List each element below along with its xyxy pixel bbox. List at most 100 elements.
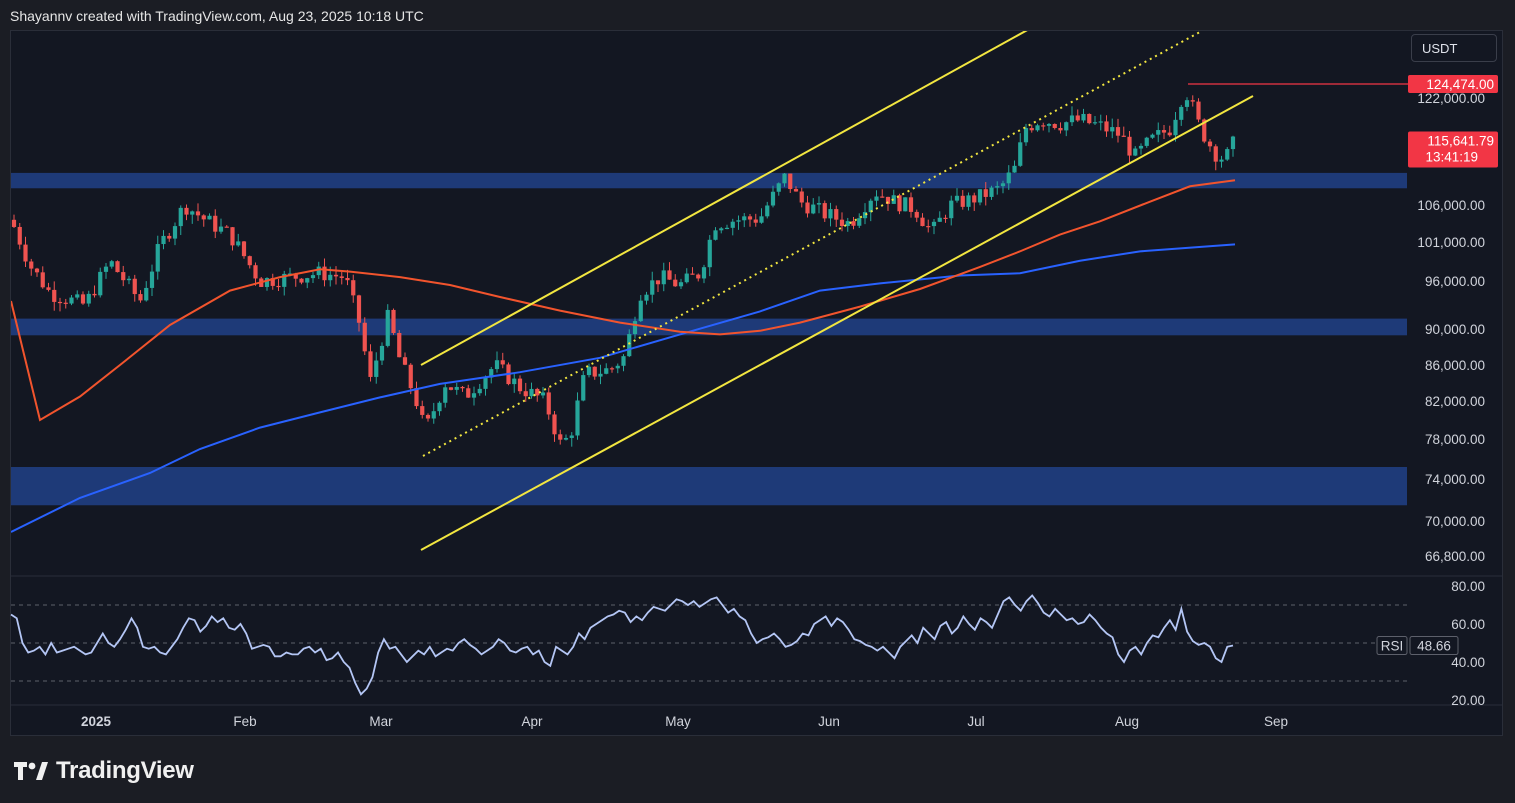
candle-body bbox=[201, 215, 206, 220]
candle-body bbox=[287, 273, 293, 275]
candle-body bbox=[1179, 106, 1184, 120]
channel-upper-line bbox=[420, 31, 1028, 366]
candle-body bbox=[713, 230, 718, 240]
candle-body bbox=[523, 391, 528, 397]
rsi-tag-box bbox=[1376, 636, 1408, 656]
candle-body bbox=[1161, 130, 1167, 133]
candle-body bbox=[178, 207, 183, 227]
candle-body bbox=[339, 276, 344, 278]
high-price-label: 124,474.00 bbox=[1426, 77, 1494, 92]
candle-body bbox=[586, 366, 592, 376]
high-price-tag bbox=[1408, 75, 1498, 93]
candle-body bbox=[966, 195, 971, 207]
candle-body bbox=[558, 434, 563, 440]
candle-body bbox=[546, 392, 551, 415]
candle-body bbox=[86, 293, 91, 304]
candle-body bbox=[282, 273, 287, 287]
candle-body bbox=[184, 207, 189, 215]
candle-body bbox=[1104, 121, 1109, 132]
candle-body bbox=[115, 261, 120, 273]
candle-body bbox=[132, 278, 137, 295]
candle-body bbox=[1041, 125, 1046, 127]
rsi-axis-label: 60.00 bbox=[1451, 617, 1485, 632]
candle-body bbox=[1219, 159, 1224, 162]
chart-frame[interactable] bbox=[10, 30, 1503, 736]
tradingview-logo[interactable]: TradingView bbox=[12, 757, 194, 785]
y-axis-label: 66,800.00 bbox=[1425, 549, 1485, 564]
candle-body bbox=[937, 217, 942, 222]
candle-body bbox=[972, 195, 977, 203]
candle-body bbox=[362, 322, 367, 352]
countdown-label: 13:41:19 bbox=[1425, 150, 1478, 165]
moving-average-long bbox=[11, 243, 1236, 533]
candle-body bbox=[776, 183, 781, 192]
candle-body bbox=[466, 388, 471, 398]
candle-body bbox=[811, 204, 816, 214]
candle-body bbox=[11, 219, 17, 227]
candle-body bbox=[1121, 135, 1126, 137]
candle-body bbox=[1110, 127, 1115, 132]
candle-body bbox=[834, 209, 839, 220]
candle-body bbox=[1150, 134, 1155, 138]
x-axis-label: 2025 bbox=[81, 714, 112, 729]
candle-body bbox=[1138, 145, 1144, 149]
candle-body bbox=[638, 300, 643, 322]
candle-body bbox=[690, 273, 695, 275]
candle-body bbox=[109, 261, 114, 267]
candle-body bbox=[1012, 165, 1017, 173]
candle-body bbox=[540, 392, 546, 396]
candle-body bbox=[552, 414, 557, 435]
candle-body bbox=[437, 402, 442, 412]
candle-body bbox=[34, 268, 40, 273]
candle-body bbox=[1058, 127, 1063, 131]
y-axis-label: 70,000.00 bbox=[1425, 514, 1485, 529]
candle-body bbox=[581, 375, 586, 401]
candle-body bbox=[149, 271, 155, 288]
candle-body bbox=[230, 227, 235, 246]
candle-body bbox=[247, 256, 252, 266]
x-axis-label: Mar bbox=[369, 714, 393, 729]
candle-body bbox=[632, 321, 638, 335]
candle-body bbox=[851, 221, 856, 226]
candle-body bbox=[207, 215, 212, 220]
candle-body bbox=[1127, 136, 1132, 156]
channel-mid-line bbox=[422, 31, 1201, 457]
candle-body bbox=[1156, 130, 1161, 135]
candle-body bbox=[960, 195, 965, 207]
candle-body bbox=[190, 211, 195, 215]
candle-body bbox=[563, 437, 569, 440]
x-axis-label: Apr bbox=[521, 714, 543, 729]
candle-body bbox=[845, 221, 850, 227]
candle-body bbox=[1018, 142, 1023, 166]
rsi-line bbox=[10, 594, 1234, 696]
candle-body bbox=[144, 287, 149, 301]
candle-body bbox=[793, 189, 799, 192]
candle-body bbox=[920, 217, 925, 227]
candle-body bbox=[1000, 183, 1006, 187]
candle-body bbox=[23, 244, 28, 262]
candle-body bbox=[420, 406, 425, 415]
candle-body bbox=[575, 400, 580, 436]
candle-body bbox=[1087, 113, 1092, 124]
candle-body bbox=[926, 226, 931, 228]
candle-body bbox=[995, 186, 1000, 188]
candle-body bbox=[627, 334, 632, 357]
candle-body bbox=[316, 266, 321, 276]
candle-body bbox=[414, 388, 419, 407]
candle-body bbox=[126, 278, 132, 281]
candle-body bbox=[678, 282, 684, 287]
x-axis-label: Jul bbox=[967, 714, 984, 729]
candle-body bbox=[500, 360, 505, 365]
candle-body bbox=[75, 294, 80, 298]
candle-body bbox=[40, 272, 45, 288]
currency-selector[interactable]: USDT bbox=[1411, 34, 1497, 62]
candle-body bbox=[874, 196, 879, 201]
candle-body bbox=[759, 216, 764, 223]
candle-body bbox=[719, 228, 724, 231]
candle-body bbox=[454, 386, 459, 390]
candle-body bbox=[1029, 128, 1034, 131]
candle-body bbox=[155, 244, 160, 272]
candle-body bbox=[477, 388, 482, 394]
y-axis-label: 74,000.00 bbox=[1425, 472, 1485, 487]
